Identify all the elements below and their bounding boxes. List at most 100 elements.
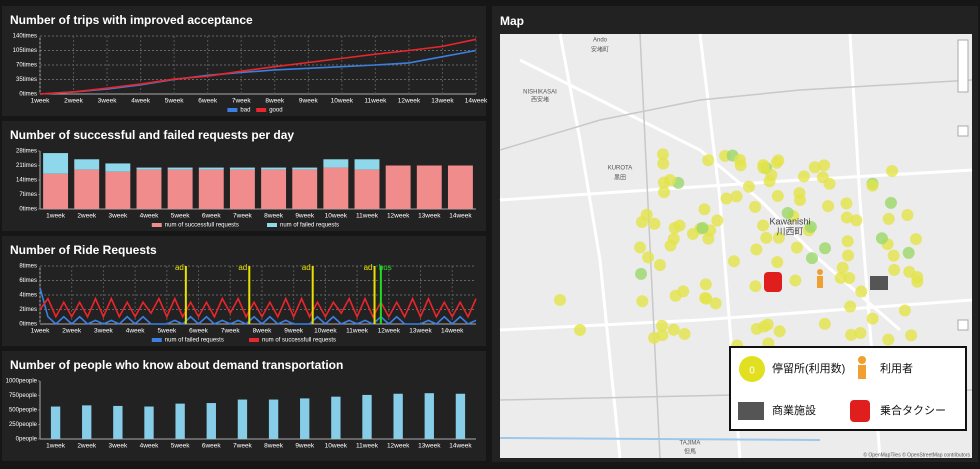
- stop-marker: [771, 256, 784, 269]
- stop-marker: [898, 304, 911, 317]
- chart-title: Number of trips with improved acceptance: [10, 13, 253, 27]
- stop-marker: [794, 194, 806, 206]
- bar-segment: [43, 153, 69, 174]
- x-tick-label: 5week: [157, 328, 177, 335]
- map-title: Map: [500, 14, 524, 28]
- place-label: Kawanishi: [769, 216, 810, 226]
- x-tick-label: 1week: [31, 328, 51, 335]
- y-tick-label: 0times: [19, 322, 37, 328]
- x-tick-label: 6week: [202, 213, 222, 220]
- chart-title: Number of people who know about demand t…: [10, 358, 343, 372]
- map-control[interactable]: [957, 125, 969, 137]
- map[interactable]: 0 停留所(利用数) 利用者 商業施設 乗合タクシー © OpenMapTile…: [499, 33, 973, 458]
- stop-marker: [636, 295, 649, 308]
- bar-segment: [74, 159, 100, 170]
- bus-icon: [764, 272, 782, 292]
- place-label: KUROTA: [608, 166, 633, 172]
- stop-marker: [749, 280, 762, 293]
- y-tick-label: 35times: [16, 77, 37, 83]
- bar-segment: [261, 169, 287, 209]
- stop-marker: [656, 148, 669, 161]
- x-tick-label: 5week: [171, 213, 191, 220]
- stop-marker: [866, 312, 879, 325]
- legend-badge: 0: [749, 366, 755, 377]
- stop-marker: [699, 278, 712, 291]
- legend-label: num of successfull requests: [165, 223, 239, 229]
- stop-marker: [875, 232, 888, 245]
- bar-segment: [167, 167, 193, 170]
- river: [499, 437, 821, 441]
- legend-label: num of failed requests: [280, 223, 339, 229]
- stop-marker: [664, 239, 677, 252]
- stop-marker: [836, 261, 849, 274]
- bar-segment: [354, 159, 380, 170]
- x-tick-label: 12week: [387, 443, 410, 450]
- bar: [175, 403, 185, 439]
- stop-marker: [819, 242, 832, 255]
- stop-marker: [911, 275, 924, 288]
- place-label: NISHIKASAI: [523, 90, 557, 96]
- stop-marker: [854, 326, 867, 339]
- stop-marker: [709, 297, 722, 310]
- stop-marker: [850, 214, 863, 227]
- x-tick-label: 10week: [331, 98, 354, 105]
- map-control[interactable]: [957, 319, 969, 331]
- y-tick-label: 70times: [16, 63, 37, 69]
- stop-marker: [840, 197, 853, 210]
- y-tick-label: 0times: [19, 92, 37, 98]
- x-tick-label: 14week: [441, 328, 464, 335]
- stop-marker: [902, 246, 915, 259]
- stop-marker: [757, 219, 770, 232]
- stop-marker: [903, 265, 916, 278]
- x-tick-label: 8week: [265, 98, 285, 105]
- x-tick-label: 9week: [284, 328, 304, 335]
- stop-marker: [790, 241, 803, 254]
- bar-segment: [323, 167, 349, 209]
- annotation-label: bus: [379, 263, 392, 272]
- legend-shop-icon: [738, 402, 764, 420]
- x-tick-label: 5week: [171, 443, 191, 450]
- place-label: 黒田: [614, 175, 626, 182]
- x-tick-label: 1week: [46, 213, 66, 220]
- x-tick-label: 4week: [140, 213, 160, 220]
- y-tick-label: 0people: [16, 437, 38, 443]
- x-tick-label: 13week: [418, 443, 441, 450]
- stop-marker: [574, 324, 586, 336]
- x-tick-label: 1week: [31, 98, 51, 105]
- stop-marker: [888, 263, 901, 276]
- x-tick-label: 12week: [387, 213, 410, 220]
- bar-segment: [354, 169, 380, 209]
- x-tick-label: 2week: [64, 98, 84, 105]
- stop-marker: [635, 215, 648, 228]
- bar-segment: [43, 173, 69, 209]
- map-controls[interactable]: [957, 39, 969, 93]
- stop-marker: [905, 329, 918, 342]
- stop-marker: [656, 329, 669, 342]
- bar-segment: [447, 165, 473, 209]
- y-tick-label: 1000people: [6, 379, 38, 385]
- stop-marker: [667, 323, 680, 336]
- x-tick-label: 8week: [253, 328, 273, 335]
- line: [39, 296, 477, 319]
- stop-marker: [655, 319, 668, 332]
- y-tick-label: 0times: [19, 207, 37, 213]
- stop-marker: [727, 255, 740, 268]
- bar: [237, 399, 248, 439]
- stop-marker: [673, 219, 686, 232]
- bar-segment: [136, 169, 162, 209]
- stop-marker: [772, 231, 785, 244]
- stop-marker: [698, 203, 711, 216]
- annotation-label: ad: [238, 263, 247, 272]
- stop-marker: [818, 317, 831, 330]
- bar: [455, 393, 466, 439]
- stop-marker: [749, 200, 762, 213]
- x-tick-label: 2week: [77, 213, 97, 220]
- stop-marker: [789, 274, 802, 287]
- legend-swatch: [267, 223, 277, 227]
- legend-person-icon: [858, 365, 866, 379]
- x-tick-label: 6week: [198, 98, 218, 105]
- place-label: 但馬: [684, 448, 696, 456]
- x-tick-label: 9week: [299, 98, 319, 105]
- x-tick-label: 7week: [233, 213, 253, 220]
